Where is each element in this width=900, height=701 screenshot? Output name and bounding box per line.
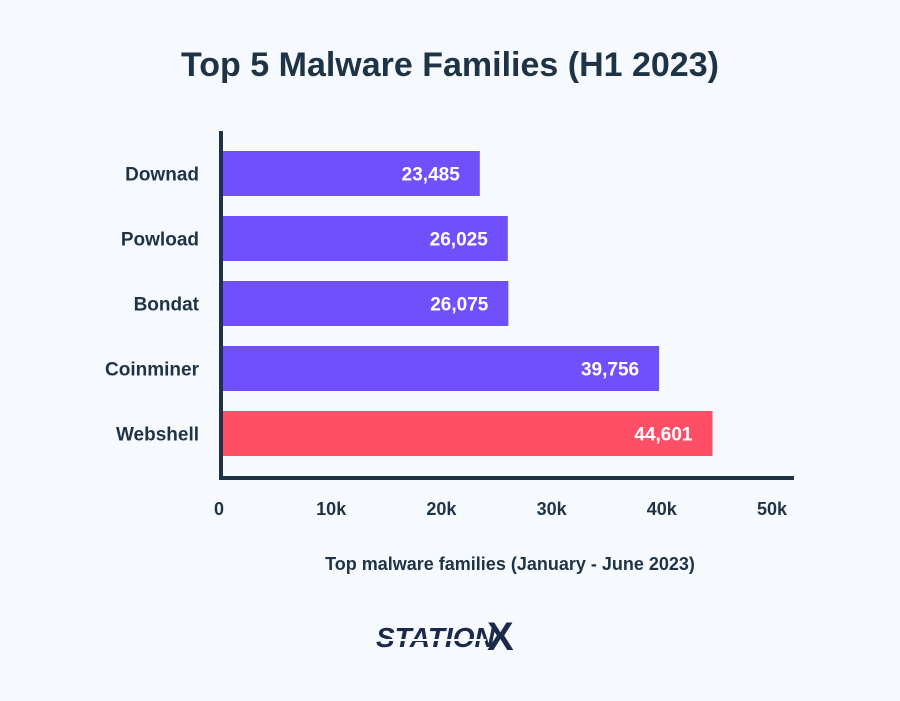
chart-title: Top 5 Malware Families (H1 2023) xyxy=(181,46,719,84)
bars-group: 23,485 26,025 26,075 39,756 44,601 xyxy=(223,151,713,456)
x-tick-50k: 50k xyxy=(757,499,788,519)
category-label-webshell: Webshell xyxy=(116,425,199,446)
category-label-bondat: Bondat xyxy=(134,295,200,316)
category-label-downad: Downad xyxy=(125,165,199,186)
x-tick-20k: 20k xyxy=(426,499,457,519)
x-tick-30k: 30k xyxy=(537,499,568,519)
x-tick-labels: 0 10k 20k 30k 40k 50k xyxy=(214,499,788,519)
x-axis-label: Top malware families (January - June 202… xyxy=(325,554,695,574)
bar-bondat xyxy=(223,281,509,326)
bar-powload xyxy=(223,216,508,261)
x-tick-40k: 40k xyxy=(647,499,678,519)
value-label-coinminer: 39,756 xyxy=(581,360,639,381)
value-label-webshell: 44,601 xyxy=(634,425,693,446)
value-label-powload: 26,025 xyxy=(430,230,489,251)
category-labels: Downad Powload Bondat Coinminer Webshell xyxy=(105,165,200,446)
bar-webshell xyxy=(223,411,713,456)
category-label-powload: Powload xyxy=(121,230,199,251)
logo-x-mark: X xyxy=(487,615,514,659)
x-tick-10k: 10k xyxy=(316,499,347,519)
value-label-downad: 23,485 xyxy=(402,165,461,186)
stationx-logo: STATION X xyxy=(376,615,514,659)
bar-coinminer xyxy=(223,346,660,391)
value-label-bondat: 26,075 xyxy=(430,295,489,316)
x-tick-0: 0 xyxy=(214,499,224,519)
bar-downad xyxy=(223,151,480,196)
category-label-coinminer: Coinminer xyxy=(105,360,200,381)
logo-wordmark: STATION xyxy=(376,622,496,653)
